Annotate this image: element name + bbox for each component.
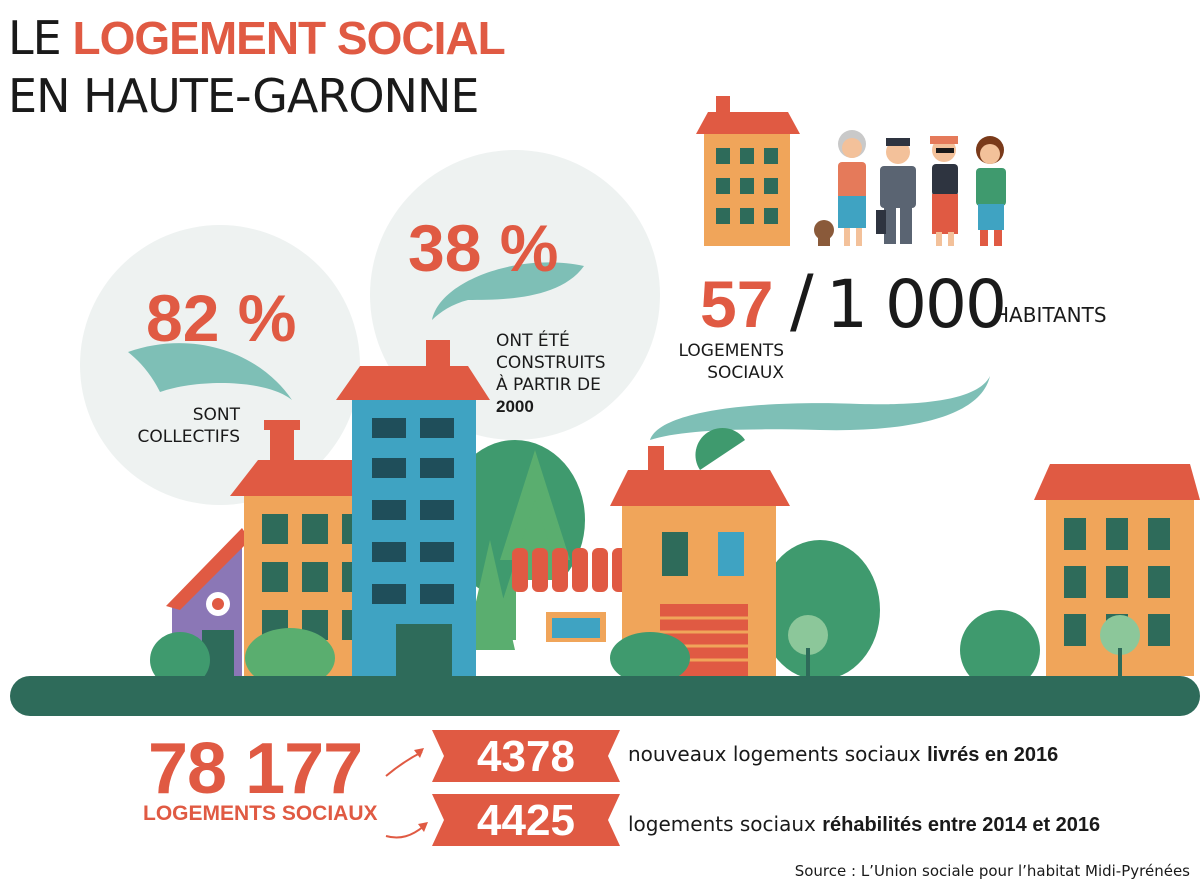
swoosh-82: [128, 343, 292, 400]
stat-ratio-slash: /: [790, 260, 814, 342]
title-highlight: LOGEMENT SOCIAL: [72, 12, 505, 64]
banner-rehabilites-value: 4425: [477, 796, 575, 845]
ground-strip: [10, 676, 1200, 716]
residents-icon: [814, 130, 1006, 246]
stat-ratio-denominator: 1 000: [826, 266, 1007, 343]
swoosh-38: [432, 262, 584, 320]
stat-construits-value: 38 %: [408, 211, 559, 285]
arrow-down-icon: [385, 825, 425, 839]
total-label: LOGEMENTS SOCIAUX: [143, 802, 378, 825]
desc-livres: nouveaux logements sociaux livrés en 201…: [628, 742, 1059, 766]
arrow-up-icon: [385, 751, 423, 777]
stat-collectifs-value: 82 %: [146, 281, 297, 355]
banner-livres: 4378: [432, 730, 620, 782]
page-title-line1: LE LOGEMENT SOCIAL: [8, 10, 506, 66]
stat-ratio-unit: HABITANTS: [994, 303, 1107, 327]
source-credit: Source : L’Union sociale pour l’habitat …: [794, 862, 1190, 880]
total-count: 78 177: [148, 729, 363, 809]
page-title-line2: EN HAUTE-GARONNE: [8, 69, 479, 123]
banner-livres-value: 4378: [477, 732, 575, 781]
stat-collectifs-label: SONT COLLECTIFS: [137, 405, 240, 447]
desc-rehabilites: logements sociaux réhabilités entre 2014…: [628, 812, 1101, 836]
stat-ratio-label: LOGEMENTS SOCIAUX: [678, 341, 784, 383]
swoosh-57: [650, 376, 990, 440]
banner-rehabilites: 4425: [432, 794, 620, 846]
stat-ratio-value: 57: [700, 267, 774, 341]
stat-construits-label: ONT ÉTÉ CONSTRUITS À PARTIR DE 2000: [496, 331, 606, 416]
title-prefix: LE: [8, 11, 62, 65]
